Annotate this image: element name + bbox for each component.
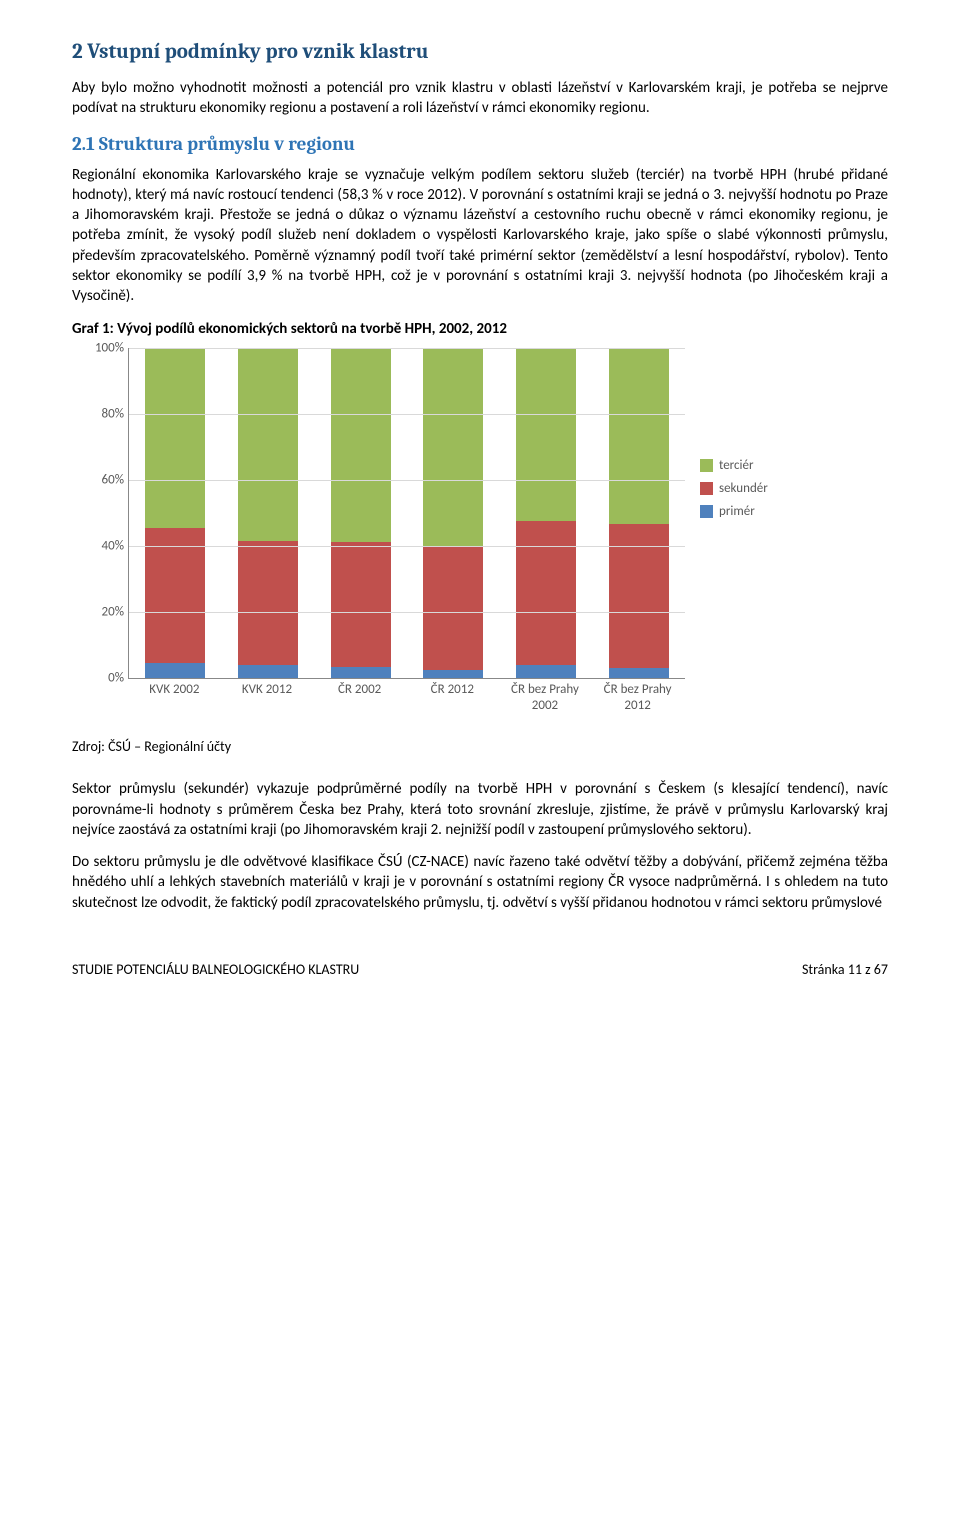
chart-container: 0%20%40%60%80%100% KVK 2002KVK 2012ČR 20… [72, 348, 888, 728]
chart-gridline [129, 348, 685, 349]
chart-bar-segment [238, 348, 298, 540]
chart-gridline [129, 612, 685, 613]
chart-bar-segment [423, 348, 483, 547]
chart-bar-segment [331, 348, 391, 542]
chart-gridline [129, 414, 685, 415]
chart-legend-label: terciér [719, 458, 754, 473]
chart-bar-column [238, 348, 298, 678]
chart-legend-item: primér [700, 504, 768, 519]
chart-legend: terciér sekundér primér [700, 458, 768, 527]
chart-legend-label: sekundér [719, 481, 768, 496]
chart-bar-column [516, 348, 576, 678]
chart-x-label: ČR bez Prahy 2012 [598, 682, 678, 713]
chart-bar-column [609, 348, 669, 678]
chart-bar-segment [145, 348, 205, 528]
chart-legend-swatch [700, 482, 713, 495]
chart-bar-column [145, 348, 205, 678]
chart-y-tick: 100% [95, 341, 124, 356]
footer-left: STUDIE POTENCIÁLU BALNEOLOGICKÉHO KLASTR… [72, 961, 359, 978]
paragraph-2: Sektor průmyslu (sekundér) vykazuje podp… [72, 779, 888, 840]
chart-bar-segment [609, 668, 669, 678]
chart-bars [129, 348, 685, 678]
document-page: 2 Vstupní podmínky pro vznik klastru Aby… [0, 0, 960, 1008]
chart-gridline [129, 480, 685, 481]
chart-bar-segment [238, 541, 298, 666]
chart-x-labels: KVK 2002 KVK 2012 ČR 2002 ČR 2012 ČR bez Pra… [128, 682, 684, 713]
chart-bar-column [423, 348, 483, 678]
chart-y-tick: 60% [102, 473, 124, 488]
intro-paragraph: Aby bylo možno vyhodnotit možnosti a pot… [72, 78, 888, 119]
chart-bar-segment [516, 521, 576, 665]
chart-bar-segment [423, 547, 483, 670]
chart-bar-segment [331, 542, 391, 667]
chart-bar-segment [609, 348, 669, 524]
chart-title: Graf 1: Vývoj podílů ekonomických sektor… [72, 320, 888, 338]
chart-x-label: ČR bez Prahy 2002 [505, 682, 585, 713]
chart-gridline [129, 546, 685, 547]
chart-y-axis: 0%20%40%60%80%100% [72, 348, 128, 678]
chart-bar-segment [516, 665, 576, 679]
chart-legend-item: sekundér [700, 481, 768, 496]
chart-bar-segment [516, 348, 576, 521]
chart-x-label: ČR 2012 [412, 682, 492, 713]
chart-y-tick: 80% [102, 407, 124, 422]
footer-right: Stránka 11 z 67 [802, 961, 888, 978]
chart-bar-segment [145, 528, 205, 663]
chart-legend-label: primér [719, 504, 755, 519]
section-heading: 2 Vstupní podmínky pro vznik klastru [72, 40, 888, 64]
chart-bar-segment [145, 663, 205, 678]
chart-bar-segment [238, 665, 298, 678]
chart-x-label: KVK 2002 [134, 682, 214, 713]
chart-y-tick: 40% [102, 539, 124, 554]
chart-x-label: ČR 2002 [320, 682, 400, 713]
chart-y-tick: 0% [108, 671, 124, 686]
chart-plot-area: 0%20%40%60%80%100% KVK 2002KVK 2012ČR 20… [72, 348, 684, 728]
chart-plot [128, 348, 685, 679]
chart-legend-swatch [700, 505, 713, 518]
chart-legend-item: terciér [700, 458, 768, 473]
page-footer: STUDIE POTENCIÁLU BALNEOLOGICKÉHO KLASTR… [72, 961, 888, 978]
chart-source: Zdroj: ČSÚ – Regionální účty [72, 738, 888, 755]
chart-bar-segment [423, 670, 483, 678]
paragraph-1: Regionální ekonomika Karlovarského kraje… [72, 165, 888, 307]
chart-bar-column [331, 348, 391, 678]
subsection-heading: 2.1 Struktura průmyslu v regionu [72, 133, 888, 155]
chart-x-label: KVK 2012 [227, 682, 307, 713]
chart-legend-swatch [700, 459, 713, 472]
chart-y-tick: 20% [102, 605, 124, 620]
chart-bar-segment [331, 667, 391, 678]
paragraph-3: Do sektoru průmyslu je dle odvětvové kla… [72, 852, 888, 913]
